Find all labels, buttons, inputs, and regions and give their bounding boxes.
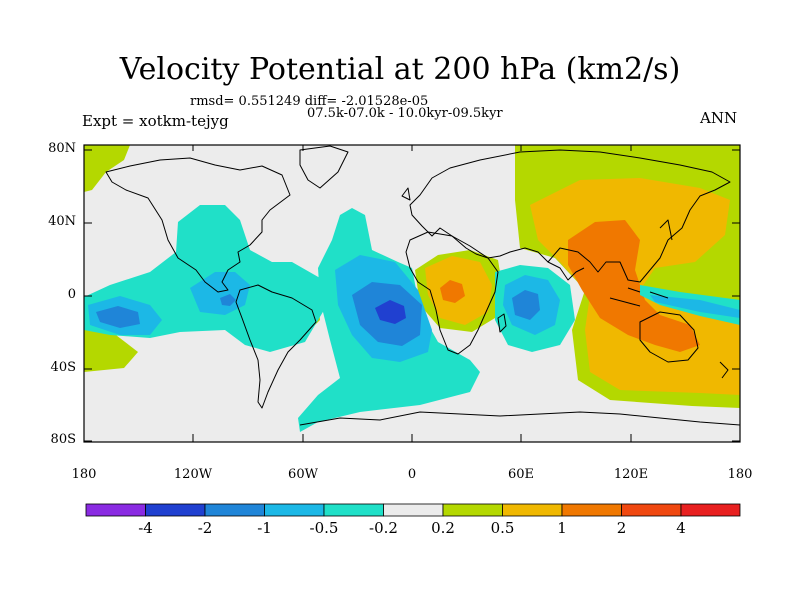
coast-antarctica [299,411,740,426]
colorbar-box-2 [145,503,206,517]
coast-south-america [235,284,317,409]
coastlines [105,145,740,426]
coast-greenland [299,145,349,189]
x-tick-label: 120W [173,467,213,482]
period-subtitle: 07.5k-07.0k - 10.0kyr-09.5kyr [307,106,503,121]
colorbar-box-3 [204,503,265,517]
contour-0.5-pacific-band [650,295,740,318]
colorbar-label: -1 [257,519,272,537]
colorbar-box-1 [85,503,146,517]
colorbar-label: -4 [138,519,153,537]
colorbar-box-9 [561,503,622,517]
axis-ticks [83,145,741,442]
coast-north-america [105,157,291,293]
coast-madagascar [497,313,507,333]
colorbar-label: 2 [616,519,627,537]
colorbar-box-6 [383,503,444,517]
coast-japan [659,219,673,241]
colorbar-box-4 [264,503,325,517]
colorbar-box-11 [680,503,741,517]
colorbar-label: 0.2 [431,519,455,537]
colorbar-label: 0.5 [490,519,515,537]
coast-uk [401,187,411,201]
contour-1-indian-ocean [512,290,540,320]
contour-positive-arctic [84,145,130,192]
x-tick-label: 0 [407,467,417,482]
contour-1-asia [568,220,700,352]
coast-africa [405,231,499,355]
colorbar-box-8 [502,503,563,517]
chart-title: Velocity Potential at 200 hPa (km2/s) [119,52,681,87]
y-tick-label: 40S [50,360,76,375]
x-tick-label: 180 [71,467,97,482]
y-tick-label: 0 [67,287,76,302]
y-tick-label: 80N [48,141,76,156]
colorbar-label: 4 [676,519,686,537]
contour-2-atlantic [375,300,406,324]
colorbar-label: 1 [557,519,567,537]
y-tick-label: 80S [50,432,76,447]
y-tick-label: 40N [48,214,76,229]
coast-eurasia [409,149,731,283]
contour-1-africa [440,280,465,303]
colorbar-label: -2 [197,519,213,537]
contour-positive-south-pacific [84,325,138,372]
contour-0.5-central-america [190,272,250,315]
colorbar [85,503,741,517]
x-tick-label: 180 [727,467,753,482]
colorbar-box-7 [442,503,503,517]
contour-1-central-america [220,294,236,306]
colorbar-box-10 [621,503,682,517]
x-tick-label: 60W [288,467,318,482]
colorbar-label: -0.2 [369,519,398,537]
coast-india [547,261,585,281]
coast-australia [639,311,699,363]
contour-1-pacific [96,306,140,328]
coast-indonesia [609,287,669,307]
colorbar-label: -0.5 [309,519,339,537]
colorbar-box-5 [323,503,384,517]
rmsd-diff-stats: rmsd= 0.551249 diff= -2.01528e-05 [190,94,429,109]
x-tick-label: 120E [613,467,649,482]
season-label: ANN [700,109,738,127]
x-tick-label: 60E [507,467,535,482]
experiment-label: Expt = xotkm-tejyg [82,112,229,130]
coast-new-zealand [719,361,729,379]
